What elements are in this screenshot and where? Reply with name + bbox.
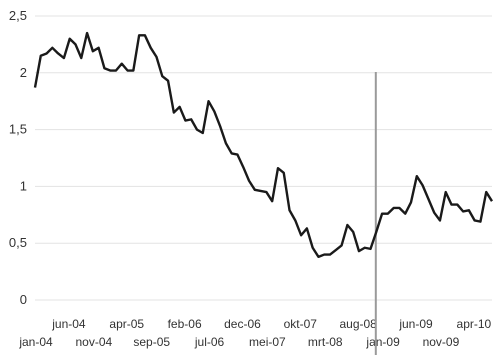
- x-tick-label-lower: mrt-08: [308, 335, 343, 349]
- x-tick-label-upper: apr-10: [457, 317, 492, 331]
- x-tick-label-upper: feb-06: [168, 317, 202, 331]
- x-tick-label-upper: dec-06: [224, 317, 261, 331]
- x-tick-label-upper: jun-09: [398, 317, 433, 331]
- series-line: [33, 31, 493, 259]
- y-tick-label: 1,5: [9, 122, 27, 137]
- y-tick-label: 2: [20, 65, 27, 80]
- y-tick-label: 0,5: [9, 235, 27, 250]
- y-axis-tick-labels: 0 0,5 1 1,5 2 2,5: [9, 8, 27, 307]
- y-tick-label: 2,5: [9, 8, 27, 23]
- x-tick-label-lower: jan-04: [18, 335, 53, 349]
- x-tick-label-upper: jun-04: [51, 317, 86, 331]
- x-tick-label-upper: okt-07: [284, 317, 318, 331]
- x-axis-tick-labels: jun-04 apr-05 feb-06 dec-06 okt-07 aug-08 jun-…: [18, 317, 491, 349]
- x-tick-label-lower: nov-04: [75, 335, 112, 349]
- x-tick-label-lower: sep-05: [133, 335, 170, 349]
- x-tick-label-lower: jul-06: [194, 335, 225, 349]
- x-tick-label-upper: aug-08: [339, 317, 377, 331]
- gridlines: [35, 15, 492, 301]
- x-tick-label-upper: apr-05: [109, 317, 144, 331]
- y-tick-label: 0: [20, 292, 27, 307]
- y-tick-label: 1: [20, 178, 27, 193]
- x-tick-label-lower: jan-09: [365, 335, 400, 349]
- x-tick-label-lower: nov-09: [423, 335, 460, 349]
- x-tick-label-lower: mei-07: [249, 335, 286, 349]
